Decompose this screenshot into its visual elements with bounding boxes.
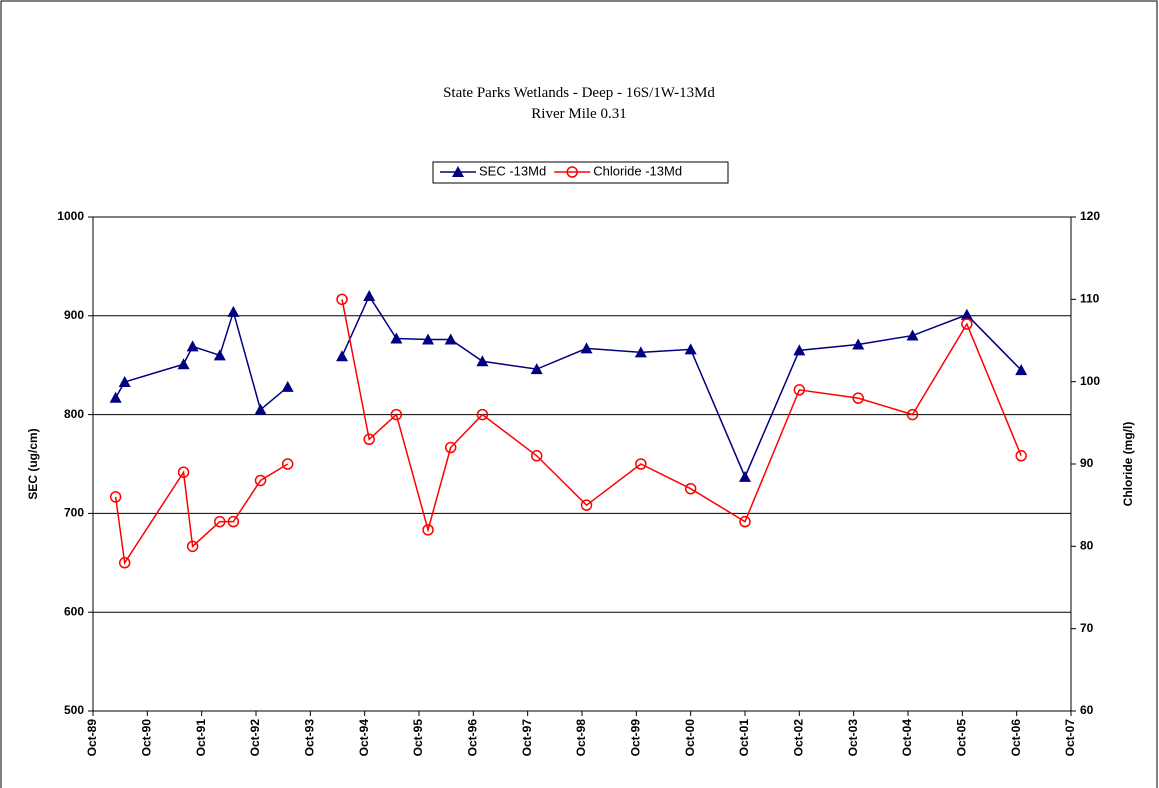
data-point (580, 499, 593, 511)
x-tick-label: Oct-05 (955, 719, 969, 757)
data-point (118, 557, 131, 569)
legend-label: SEC -13Md (479, 163, 546, 178)
x-tick-label: Oct-94 (357, 719, 371, 757)
data-point (422, 524, 434, 536)
series-line (114, 299, 1022, 565)
y-tick-label: 900 (64, 308, 84, 322)
data-point (336, 293, 348, 306)
y2-tick-label: 90 (1080, 456, 1094, 470)
x-tick-label: Oct-02 (792, 719, 806, 757)
x-tick-label: Oct-92 (248, 719, 262, 757)
data-point (793, 344, 806, 356)
x-tick-label: Oct-06 (1009, 719, 1023, 757)
x-tick-label: Oct-93 (303, 719, 317, 757)
x-tick-label: Oct-03 (846, 719, 860, 757)
y-tick-label: 700 (64, 506, 84, 520)
y-tick-label: 800 (64, 407, 84, 421)
x-tick-label: Oct-96 (466, 719, 480, 757)
data-point (906, 329, 919, 341)
x-tick-label: Oct-04 (900, 719, 914, 757)
data-point (852, 392, 864, 404)
data-point (186, 340, 199, 352)
x-tick-label: Oct-98 (574, 719, 588, 757)
data-point (1015, 450, 1027, 462)
data-point (793, 384, 806, 396)
data-point (635, 458, 647, 470)
y2-tick-label: 120 (1080, 209, 1100, 223)
data-point (476, 408, 489, 421)
data-point (254, 474, 267, 487)
data-point (118, 375, 131, 387)
data-point (177, 466, 190, 478)
y2-tick-label: 110 (1080, 292, 1100, 306)
data-point (961, 318, 973, 330)
legend-marker (566, 166, 578, 178)
data-point (530, 363, 543, 375)
data-point (684, 343, 697, 355)
data-point (363, 290, 376, 302)
data-point (254, 403, 267, 415)
data-point (227, 515, 240, 528)
data-point (739, 470, 751, 482)
x-tick-label: Oct-91 (194, 719, 208, 757)
y2-axis-title: Chloride (mg/l) (1121, 422, 1135, 507)
x-tick-label: Oct-99 (629, 719, 643, 757)
x-tick-label: Oct-89 (85, 719, 99, 757)
data-point (1015, 364, 1028, 376)
data-point (390, 408, 403, 421)
plot-area (92, 216, 1072, 712)
data-point (281, 380, 294, 392)
y2-tick-label: 100 (1080, 374, 1100, 388)
chart-subtitle: River Mile 0.31 (531, 106, 626, 122)
chart-title: State Parks Wetlands - Deep - 16S/1W-13M… (443, 85, 715, 101)
y2-tick-label: 60 (1080, 703, 1094, 717)
data-point (530, 450, 543, 462)
data-point (227, 305, 240, 317)
x-tick-label: Oct-95 (411, 719, 425, 757)
data-point (444, 441, 457, 454)
data-point (186, 540, 199, 553)
data-point (336, 350, 349, 362)
y2-tick-label: 70 (1080, 621, 1094, 635)
data-point (109, 391, 122, 403)
data-point (177, 358, 190, 370)
legend-marker (452, 166, 464, 177)
data-point (634, 346, 647, 358)
x-tick-label: Oct-90 (140, 719, 154, 757)
series-line (114, 294, 1022, 479)
data-point (580, 342, 593, 354)
x-tick-label: Oct-01 (737, 719, 751, 757)
data-point (109, 491, 122, 503)
y-axis-title: SEC (ug/cm) (26, 428, 40, 499)
data-point (444, 333, 457, 345)
data-point (281, 458, 294, 470)
data-point (363, 433, 375, 446)
data-point (739, 515, 751, 528)
x-tick-label: Oct-97 (520, 719, 534, 757)
data-point (214, 515, 226, 528)
data-point (476, 355, 489, 367)
y-tick-label: 500 (64, 703, 84, 717)
data-point (852, 338, 865, 350)
data-point (906, 408, 919, 421)
data-point (390, 332, 403, 344)
y-tick-label: 1000 (57, 209, 84, 223)
x-tick-label: Oct-07 (1063, 719, 1077, 757)
data-point (684, 482, 697, 495)
data-point (213, 349, 226, 361)
x-tick-label: Oct-00 (683, 719, 697, 757)
y2-tick-label: 80 (1080, 539, 1094, 553)
y-tick-label: 600 (64, 604, 84, 618)
data-point (960, 308, 973, 320)
legend-label: Chloride -13Md (593, 163, 682, 178)
data-point (422, 333, 435, 345)
